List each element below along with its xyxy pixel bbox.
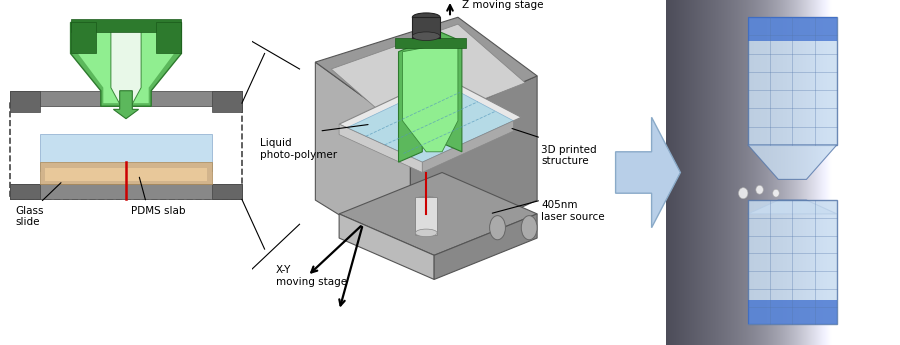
Ellipse shape bbox=[415, 229, 437, 237]
Bar bbox=[70, 19, 182, 32]
Polygon shape bbox=[748, 200, 837, 214]
Ellipse shape bbox=[521, 216, 537, 240]
Text: Liquid
photo-polymer: Liquid photo-polymer bbox=[260, 138, 337, 160]
Polygon shape bbox=[339, 124, 422, 172]
Polygon shape bbox=[315, 17, 537, 131]
Bar bbox=[10, 184, 40, 199]
Ellipse shape bbox=[415, 196, 437, 204]
Polygon shape bbox=[331, 24, 526, 131]
Polygon shape bbox=[339, 214, 434, 279]
Bar bbox=[415, 197, 436, 235]
Bar bbox=[10, 91, 242, 106]
Bar bbox=[748, 17, 837, 41]
Polygon shape bbox=[111, 26, 141, 106]
Bar bbox=[45, 168, 207, 181]
Polygon shape bbox=[748, 145, 837, 179]
Bar bbox=[10, 184, 242, 199]
Polygon shape bbox=[422, 121, 513, 172]
Ellipse shape bbox=[412, 13, 440, 21]
Text: Glass
slide: Glass slide bbox=[15, 206, 43, 227]
Ellipse shape bbox=[739, 188, 748, 199]
Bar bbox=[748, 300, 837, 324]
Ellipse shape bbox=[773, 189, 779, 197]
Polygon shape bbox=[76, 26, 176, 103]
Polygon shape bbox=[434, 214, 537, 279]
Bar bbox=[212, 184, 242, 199]
Text: PDMS slab: PDMS slab bbox=[131, 206, 185, 216]
Bar bbox=[394, 38, 466, 48]
Polygon shape bbox=[402, 41, 458, 152]
Bar bbox=[412, 17, 440, 38]
Bar bbox=[40, 162, 212, 184]
Text: 405nm
laser source: 405nm laser source bbox=[541, 200, 605, 222]
Polygon shape bbox=[339, 76, 521, 162]
Polygon shape bbox=[315, 62, 410, 259]
Bar bbox=[70, 22, 95, 53]
Polygon shape bbox=[339, 172, 537, 255]
Text: Z moving stage: Z moving stage bbox=[462, 0, 544, 10]
Bar bbox=[212, 91, 242, 112]
Polygon shape bbox=[438, 31, 462, 152]
Polygon shape bbox=[399, 41, 422, 162]
Bar bbox=[748, 17, 837, 145]
Bar bbox=[748, 200, 837, 324]
Polygon shape bbox=[70, 22, 182, 106]
Bar bbox=[10, 100, 242, 199]
Bar bbox=[157, 22, 182, 53]
Text: 3D printed
structure: 3D printed structure bbox=[541, 145, 597, 167]
Polygon shape bbox=[347, 83, 513, 162]
FancyArrow shape bbox=[113, 91, 139, 119]
Ellipse shape bbox=[412, 32, 440, 40]
Ellipse shape bbox=[756, 185, 763, 194]
Text: X-Y
moving stage: X-Y moving stage bbox=[275, 265, 346, 287]
Ellipse shape bbox=[490, 216, 506, 240]
Polygon shape bbox=[410, 76, 537, 259]
Polygon shape bbox=[616, 117, 680, 228]
Bar bbox=[40, 134, 212, 171]
Bar bbox=[10, 91, 40, 112]
